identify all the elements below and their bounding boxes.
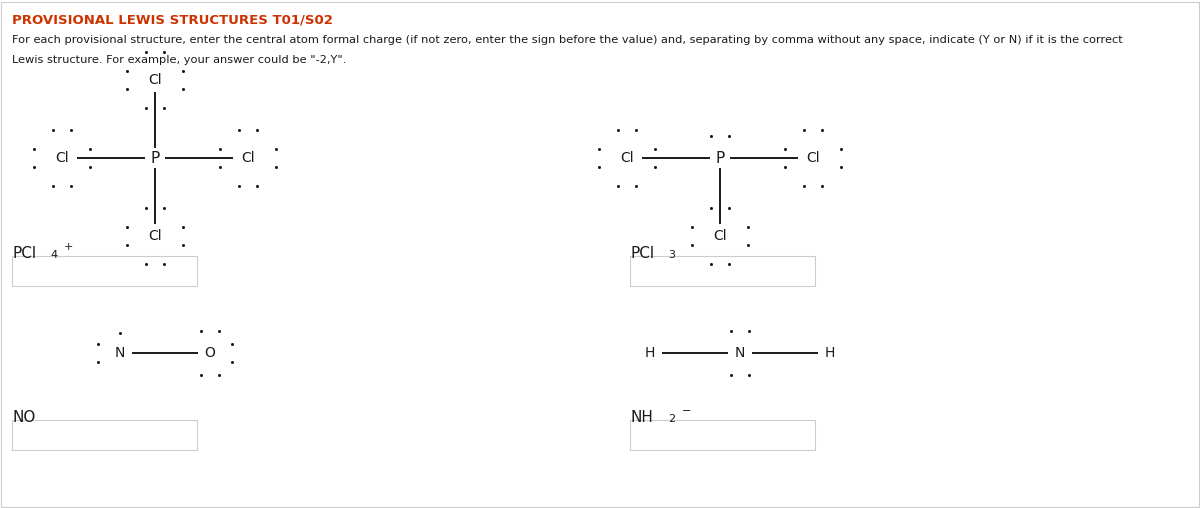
Text: NO: NO (12, 410, 35, 425)
Text: +: + (64, 242, 73, 252)
FancyBboxPatch shape (12, 420, 197, 450)
Text: NH: NH (630, 410, 653, 425)
Text: Cl: Cl (620, 151, 634, 165)
Text: H: H (644, 346, 655, 360)
FancyBboxPatch shape (12, 256, 197, 286)
Text: H: H (824, 346, 835, 360)
Text: 4: 4 (50, 250, 58, 260)
Text: 2: 2 (668, 414, 676, 424)
FancyBboxPatch shape (630, 256, 815, 286)
Text: P: P (150, 150, 160, 166)
Text: Cl: Cl (806, 151, 820, 165)
Text: N: N (734, 346, 745, 360)
FancyBboxPatch shape (630, 420, 815, 450)
Text: O: O (204, 346, 216, 360)
Text: Cl: Cl (55, 151, 68, 165)
Text: Cl: Cl (148, 73, 162, 87)
Text: For each provisional structure, enter the central atom formal charge (if not zer: For each provisional structure, enter th… (12, 35, 1123, 45)
Text: PCl: PCl (630, 246, 654, 261)
Text: 3: 3 (668, 250, 674, 260)
Text: Lewis structure. For example, your answer could be "-2,Y".: Lewis structure. For example, your answe… (12, 55, 347, 65)
Text: Cl: Cl (713, 229, 727, 243)
Text: N: N (115, 346, 125, 360)
Text: P: P (715, 150, 725, 166)
Text: −: − (682, 406, 691, 416)
Text: PCl: PCl (12, 246, 36, 261)
Text: Cl: Cl (148, 229, 162, 243)
Text: Cl: Cl (241, 151, 254, 165)
Text: PROVISIONAL LEWIS STRUCTURES T01/S02: PROVISIONAL LEWIS STRUCTURES T01/S02 (12, 13, 332, 26)
